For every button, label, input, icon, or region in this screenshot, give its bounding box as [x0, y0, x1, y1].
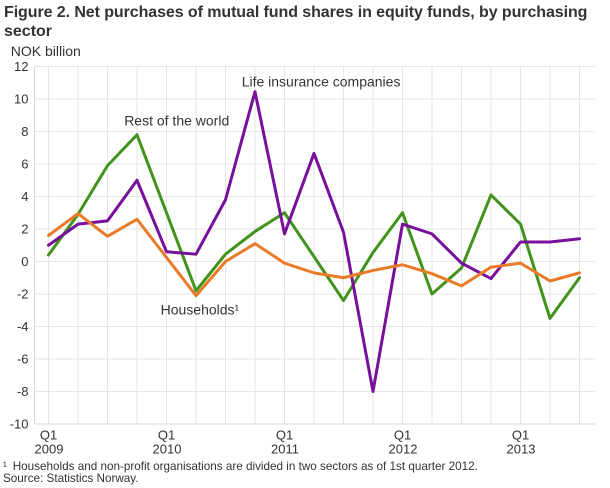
svg-text:-4: -4 [17, 319, 29, 334]
svg-text:10: 10 [14, 92, 28, 107]
svg-text:sector: sector [4, 23, 52, 40]
svg-text:-6: -6 [17, 352, 29, 367]
svg-text:Rest of the world: Rest of the world [124, 113, 229, 129]
svg-text:Source: Statistics Norway.: Source: Statistics Norway. [3, 472, 139, 485]
svg-text:Q1: Q1 [276, 428, 293, 443]
svg-text:2010: 2010 [153, 442, 182, 457]
svg-text:Q1: Q1 [394, 428, 411, 443]
svg-text:Q1: Q1 [40, 428, 57, 443]
svg-text:12: 12 [14, 59, 28, 74]
svg-text:Figure 2. Net purchases of mut: Figure 2. Net purchases of mutual fund s… [4, 4, 587, 21]
svg-text:2012: 2012 [389, 442, 418, 457]
svg-text:2009: 2009 [35, 442, 64, 457]
svg-text:¹ Households and non-profit or: ¹ Households and non-profit organisation… [3, 460, 478, 473]
svg-text:6: 6 [21, 157, 28, 172]
svg-text:8: 8 [21, 124, 28, 139]
svg-text:-8: -8 [17, 384, 29, 399]
svg-text:NOK billion: NOK billion [11, 43, 81, 59]
svg-text:2011: 2011 [271, 442, 299, 457]
svg-text:2013: 2013 [507, 442, 536, 457]
svg-text:2: 2 [21, 222, 28, 237]
svg-text:4: 4 [21, 189, 28, 204]
svg-text:Q1: Q1 [512, 428, 529, 443]
svg-text:Q1: Q1 [158, 428, 175, 443]
svg-text:0: 0 [21, 254, 28, 269]
svg-text:-2: -2 [17, 287, 29, 302]
svg-text:Households¹: Households¹ [161, 302, 240, 318]
svg-text:Life insurance companies: Life insurance companies [242, 73, 401, 89]
svg-text:-10: -10 [10, 417, 29, 432]
